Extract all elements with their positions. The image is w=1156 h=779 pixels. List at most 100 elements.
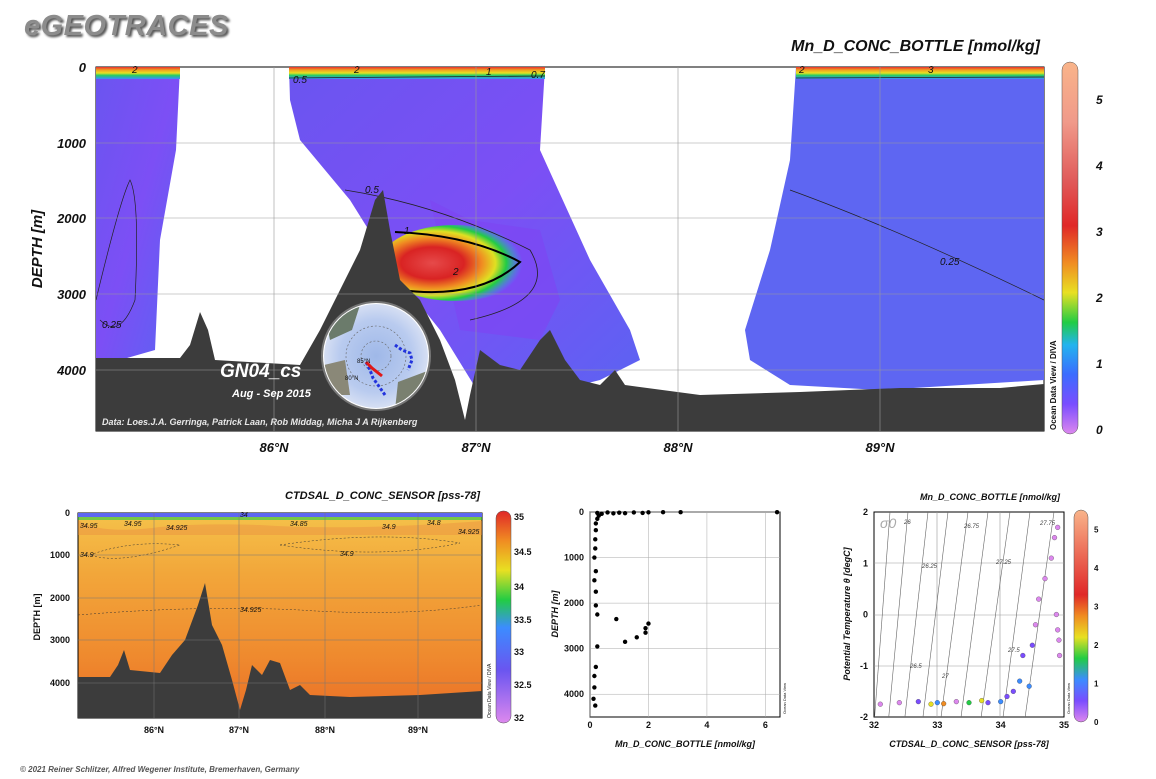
salinity-contour-label: 34.925 bbox=[240, 607, 262, 614]
profile-data-point bbox=[643, 625, 648, 631]
main-x-tick: 88°N bbox=[663, 440, 693, 455]
ts-y-tick: -2 bbox=[860, 712, 868, 722]
profile-data-point bbox=[646, 621, 651, 626]
salinity-y-axis-label: DEPTH [m] bbox=[32, 593, 42, 640]
ts-data-point bbox=[1026, 683, 1032, 689]
main-contour-label: 1 bbox=[486, 67, 492, 78]
ts-data-point bbox=[953, 699, 959, 705]
profile-x-tick: 0 bbox=[587, 720, 592, 730]
profile-y-tick: 4000 bbox=[564, 689, 584, 699]
density-symbol: σ0 bbox=[880, 515, 896, 531]
profile-data-point bbox=[640, 510, 645, 516]
ts-data-point bbox=[1010, 688, 1016, 694]
ts-data-point bbox=[979, 698, 985, 704]
salinity-contour-label: 34.9 bbox=[80, 552, 94, 559]
ts-y-tick: -1 bbox=[860, 661, 868, 671]
ts-data-point bbox=[928, 701, 934, 707]
main-contour-label: 0.5 bbox=[365, 185, 379, 196]
ts-data-point bbox=[1056, 637, 1062, 643]
salinity-y-tick: 4000 bbox=[50, 678, 70, 688]
ts-y-tick: 2 bbox=[863, 507, 868, 517]
profile-data-point bbox=[774, 510, 780, 515]
salinity-contour-label: 34.925 bbox=[458, 529, 480, 536]
ts-colorbar-tick: 4 bbox=[1094, 564, 1099, 573]
profile-data-point bbox=[593, 703, 598, 708]
main-contour-label: 2 bbox=[353, 65, 360, 76]
ts-data-point bbox=[1042, 576, 1048, 582]
profile-data-point bbox=[593, 569, 599, 574]
salinity-contour-label: 34.9 bbox=[340, 551, 354, 558]
salinity-section-chart: 34.95 34.95 34.925 34.85 34.9 34.8 34.92… bbox=[32, 508, 532, 735]
main-y-tick: 1000 bbox=[57, 136, 87, 151]
profile-data-point bbox=[593, 664, 599, 670]
salinity-colorbar-tick: 34 bbox=[514, 582, 524, 592]
main-x-tick: 86°N bbox=[259, 440, 289, 455]
salinity-contour-label: 34.8 bbox=[427, 520, 441, 527]
ts-data-point bbox=[1053, 611, 1059, 618]
ts-data-point bbox=[1004, 693, 1010, 700]
ts-colorbar-tick: 0 bbox=[1094, 718, 1099, 727]
profile-data-point bbox=[593, 537, 598, 542]
salinity-colorbar-tick: 32 bbox=[514, 713, 524, 723]
main-y-tick: 0 bbox=[79, 60, 87, 75]
profile-data-point bbox=[593, 546, 598, 551]
ts-colorbar-tick: 2 bbox=[1094, 641, 1099, 650]
main-colorbar-caption: Ocean Data View / DIVA bbox=[1049, 340, 1058, 430]
main-contour-label: 2 bbox=[452, 267, 459, 278]
isopycnal-label: 27 bbox=[941, 674, 949, 680]
profile-data-point bbox=[622, 639, 628, 645]
isopycnal-label: 27.5 bbox=[1007, 648, 1020, 654]
salinity-x-tick: 89°N bbox=[408, 725, 428, 735]
ts-data-point bbox=[1020, 652, 1026, 659]
ts-x-tick: 33 bbox=[932, 720, 942, 730]
egeotraces-logo: eGEOTRACES bbox=[24, 10, 229, 42]
ts-data-point bbox=[1051, 535, 1058, 541]
copyright-footer: © 2021 Reiner Schlitzer, Alfred Wegener … bbox=[20, 765, 300, 774]
salinity-colorbar bbox=[495, 510, 512, 724]
salinity-colorbar-tick: 32.5 bbox=[514, 680, 532, 690]
ts-data-point bbox=[966, 700, 972, 706]
ts-data-point bbox=[941, 701, 947, 707]
profile-x-tick: 4 bbox=[704, 720, 709, 730]
main-colorbar-tick: 4 bbox=[1095, 159, 1103, 173]
salinity-contour-label: 34.95 bbox=[80, 523, 98, 530]
ts-colorbar-tick: 5 bbox=[1094, 525, 1099, 534]
main-contour-label: 0.7 bbox=[531, 70, 545, 81]
salinity-colorbar-tick: 35 bbox=[514, 512, 524, 522]
ts-x-tick: 34 bbox=[996, 720, 1006, 730]
ts-caption: Ocean Data View bbox=[1066, 683, 1071, 714]
main-contour-label: 2 bbox=[798, 65, 805, 76]
main-x-tick: 87°N bbox=[461, 440, 491, 455]
profile-data-point bbox=[595, 516, 600, 522]
profile-y-axis-label: DEPTH [m] bbox=[550, 589, 560, 637]
salinity-contour-label: 34.9 bbox=[382, 524, 396, 531]
salinity-y-tick: 2000 bbox=[50, 593, 70, 603]
main-y-tick: 3000 bbox=[57, 287, 87, 302]
profile-data-point bbox=[634, 635, 639, 640]
salinity-x-tick: 86°N bbox=[144, 725, 164, 735]
main-colorbar-tick: 1 bbox=[1096, 357, 1103, 371]
profile-data-point bbox=[617, 510, 622, 515]
main-x-tick: 89°N bbox=[865, 440, 895, 455]
section-name-label: GN04_cs bbox=[220, 361, 301, 382]
salinity-colorbar-tick: 33.5 bbox=[514, 615, 532, 625]
main-chart-title: Mn_D_CONC_BOTTLE [nmol/kg] bbox=[791, 38, 1040, 55]
ts-diagram-chart: 26 26.25 26.5 26.75 27 27.25 27.5 27.75 … bbox=[842, 507, 1099, 749]
ts-x-tick: 35 bbox=[1059, 720, 1069, 730]
salinity-x-tick: 87°N bbox=[229, 725, 249, 735]
main-contour-label: 0.25 bbox=[940, 257, 960, 268]
profile-x-tick: 6 bbox=[763, 720, 768, 730]
ts-data-point bbox=[1036, 596, 1042, 602]
salinity-colorbar-tick: 33 bbox=[514, 647, 524, 657]
profile-data-point bbox=[622, 510, 628, 516]
profile-y-tick: 1000 bbox=[564, 553, 584, 563]
map-lat-label: 80°N bbox=[345, 376, 358, 382]
ts-data-point bbox=[1057, 652, 1063, 659]
main-contour-label: 2 bbox=[131, 65, 138, 76]
profile-data-point bbox=[593, 603, 599, 608]
main-y-axis-label: DEPTH [m] bbox=[29, 209, 46, 288]
salinity-contour-label: 34 bbox=[240, 512, 248, 519]
profile-data-point bbox=[605, 510, 610, 515]
salinity-contour-label: 34.95 bbox=[124, 521, 142, 528]
isopycnal-label: 26.25 bbox=[921, 564, 938, 570]
